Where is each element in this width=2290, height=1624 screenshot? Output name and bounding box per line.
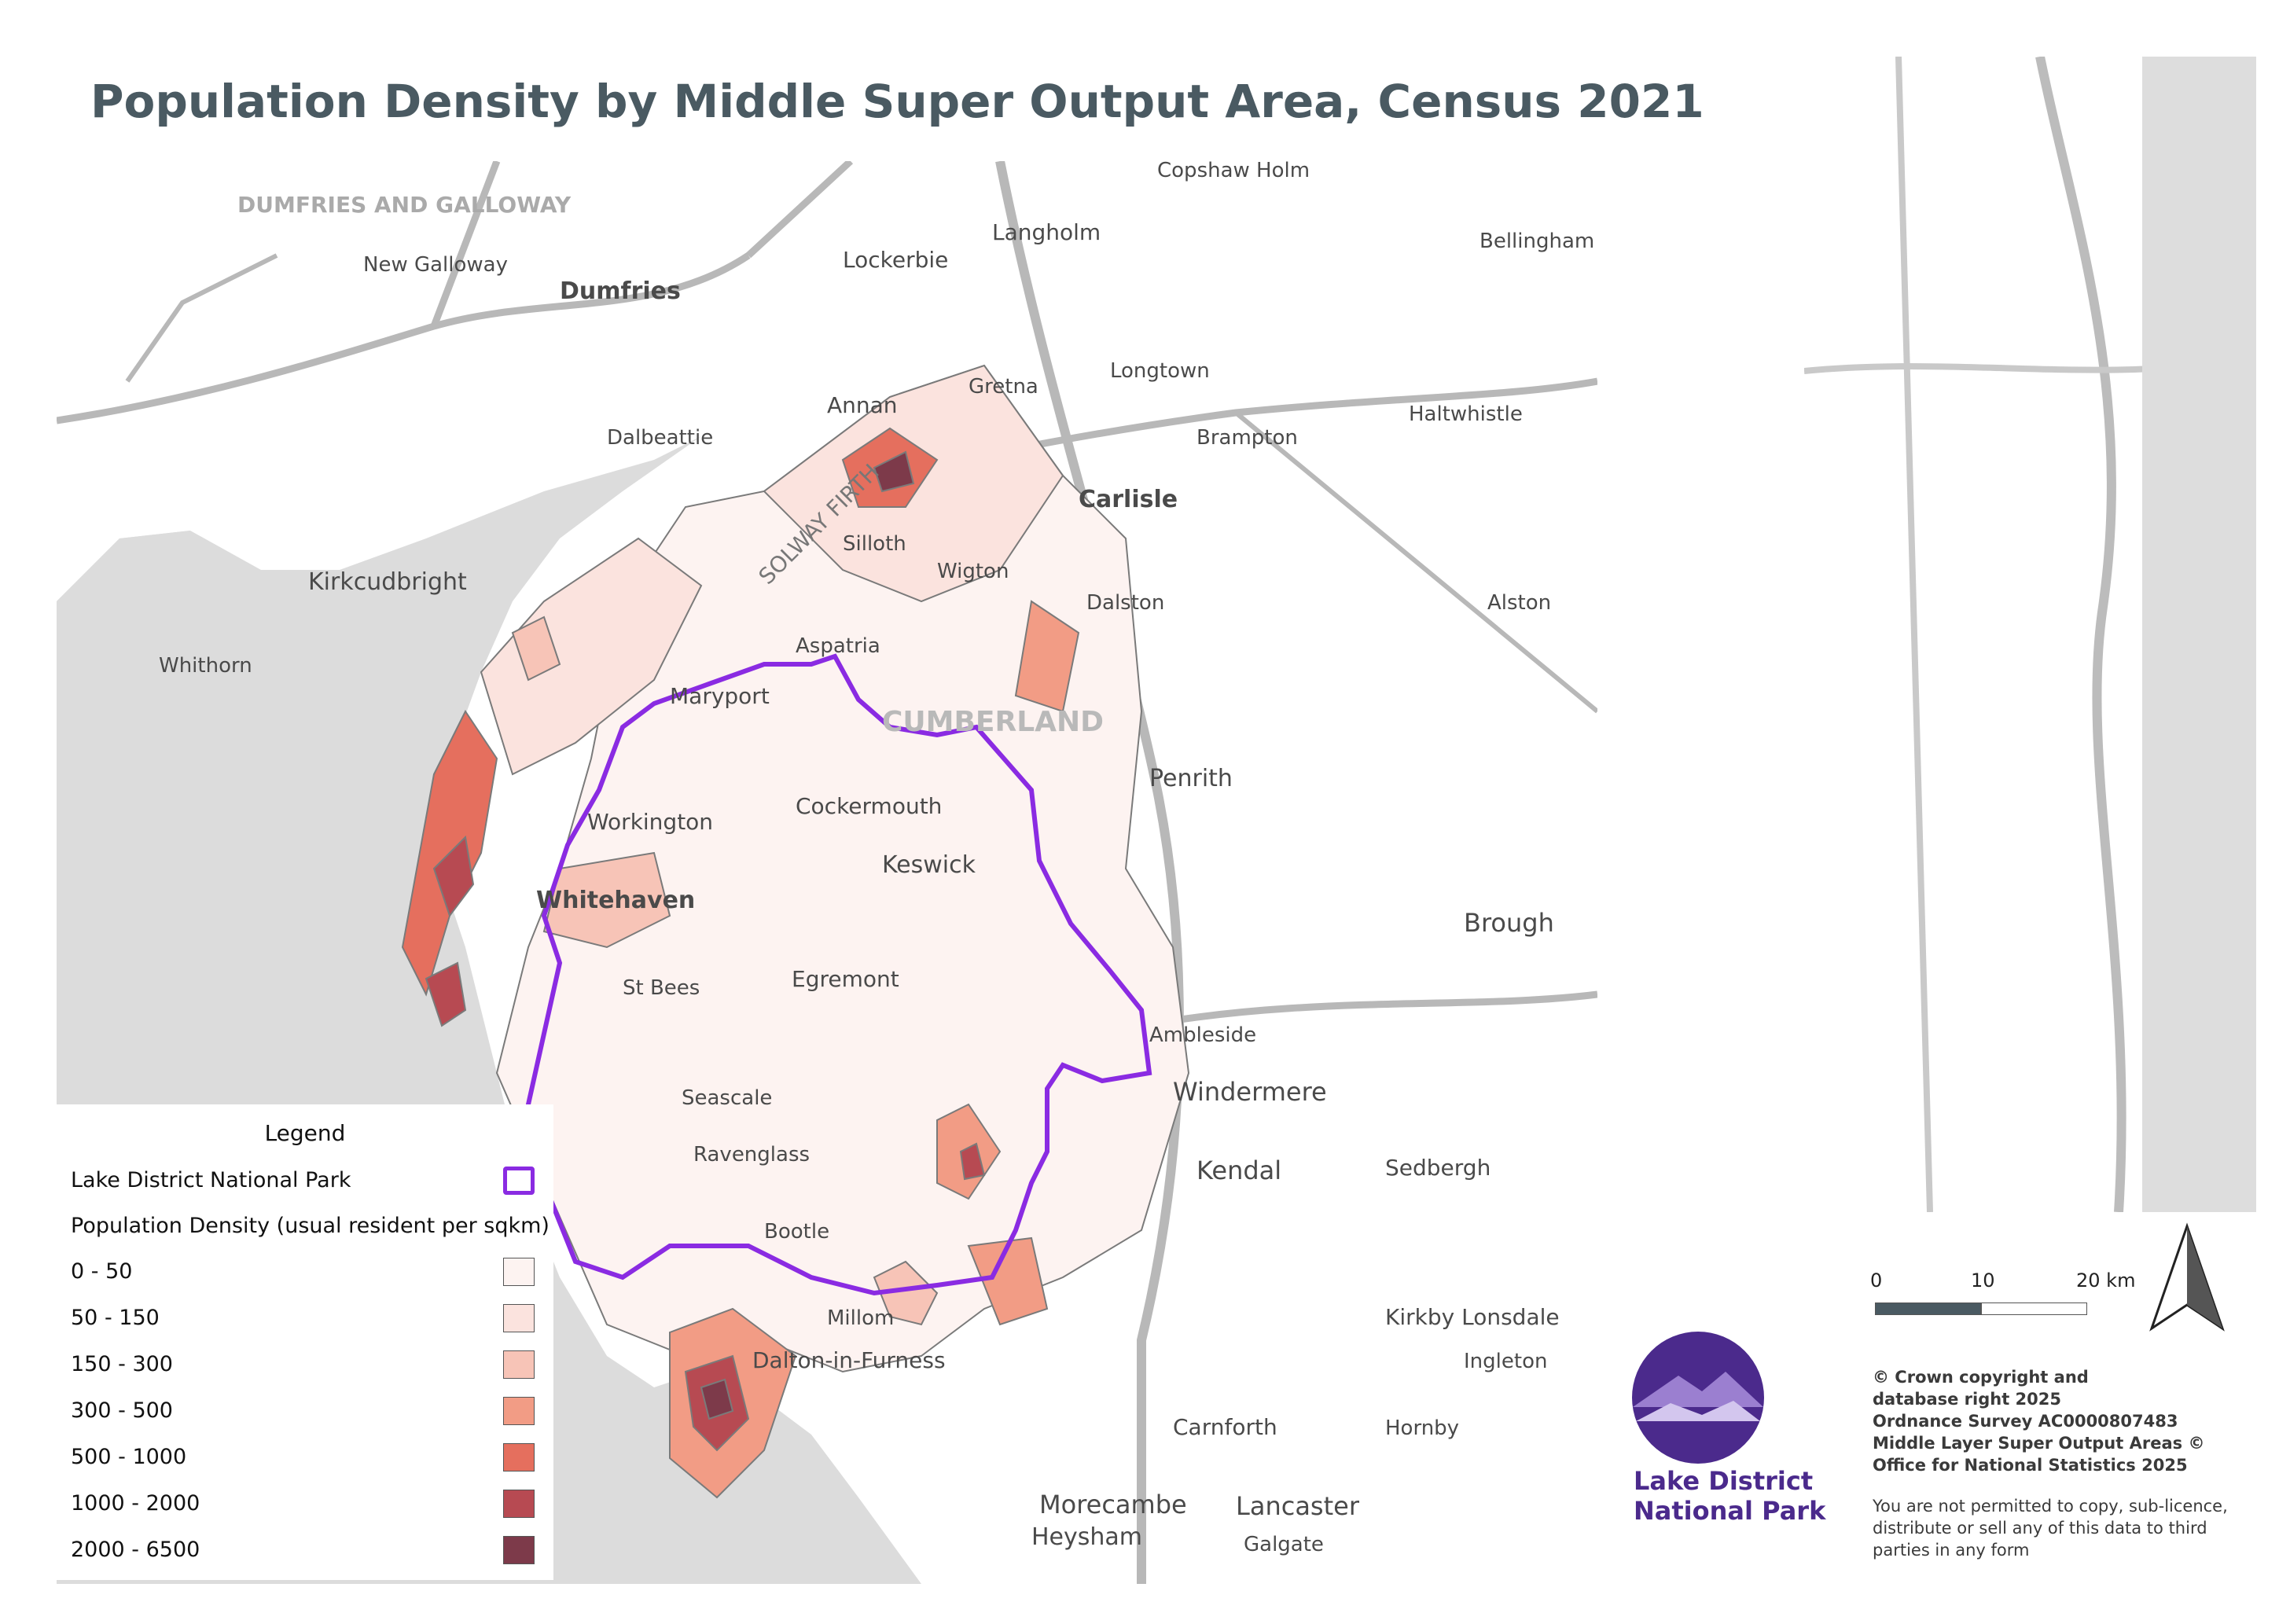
copyright-text: © Crown copyright and database right 202… [1873,1368,2205,1475]
legend-class-swatch [503,1397,535,1425]
lake-district-logo [1623,1328,1828,1533]
place-label-ingleton: Ingleton [1464,1350,1547,1373]
legend-class-swatch [503,1350,535,1379]
scale-tick-20: 20 km [2076,1269,2136,1291]
region-label-dumfries-galloway: DUMFRIES AND GALLOWAY [237,192,572,218]
place-label-dalston: Dalston [1086,591,1164,615]
place-label-brough: Brough [1464,908,1554,938]
north-arrow-icon [2144,1222,2230,1332]
place-label-new-galloway: New Galloway [363,253,508,277]
place-label-egremont: Egremont [792,966,899,992]
place-label-gretna: Gretna [969,375,1038,399]
place-label-annan: Annan [827,392,898,418]
place-label-kirkcudbright: Kirkcudbright [308,568,467,596]
place-label-langholm: Langholm [992,219,1101,245]
legend-class: 50 - 150 [71,1301,539,1336]
place-label-alston: Alston [1487,591,1551,615]
msoa-regions [401,364,1190,1499]
place-label-haltwhistle: Haltwhistle [1409,402,1523,426]
logo-line-2: National Park [1634,1496,1826,1526]
place-label-millom: Millom [827,1306,894,1330]
legend-class-swatch [503,1490,535,1518]
place-label-ravenglass: Ravenglass [693,1143,810,1167]
place-label-copshaw-holm: Copshaw Holm [1157,161,1310,182]
legend-class-swatch [503,1536,535,1564]
place-label-heysham: Heysham [1031,1523,1142,1551]
place-label-keswick: Keswick [882,851,976,879]
place-label-carlisle: Carlisle [1079,486,1178,513]
population-density-map: Dumfries DUMFRIES AND GALLOWAY New Gallo… [57,161,1597,1584]
place-label-ambleside: Ambleside [1149,1023,1256,1047]
legend-class-label: 2000 - 6500 [71,1538,200,1562]
place-label-penrith: Penrith [1149,765,1233,792]
scale-bar-segment-light [1981,1303,2087,1315]
logo-text: Lake District National Park [1634,1466,1825,1526]
logo-line-1: Lake District [1634,1466,1814,1496]
scale-tick-10: 10 [1971,1269,1995,1291]
place-label-hornby: Hornby [1385,1416,1459,1440]
place-label-sedbergh: Sedbergh [1385,1155,1491,1181]
legend-class: 2000 - 6500 [71,1533,539,1567]
place-label-st-bees: St Bees [623,976,700,1000]
legend-class-swatch [503,1304,535,1332]
legend-class: 150 - 300 [71,1347,539,1382]
place-label-lockerbie: Lockerbie [843,247,948,273]
legend-density-heading: Population Density (usual resident per s… [71,1214,550,1238]
place-label-lancaster: Lancaster [1236,1491,1360,1521]
legend-park-swatch [503,1167,535,1195]
legend-class: 500 - 1000 [71,1440,539,1475]
map-area[interactable]: Dumfries DUMFRIES AND GALLOWAY New Gallo… [57,161,1597,1584]
legend-density-heading-row: Population Density (usual resident per s… [71,1209,550,1244]
basemap-northeast [1804,57,2256,1212]
legend-class-swatch [503,1443,535,1472]
legend-class-label: 500 - 1000 [71,1445,187,1469]
usage-notice: You are not permitted to copy, sub-licen… [1873,1497,2228,1560]
region-label-pennines: T H E P E N N I [1590,844,1597,1144]
legend-park-label: Lake District National Park [71,1168,351,1192]
legend-item-park: Lake District National Park [71,1163,539,1198]
legend-heading: Legend [264,1120,346,1146]
legend-class-label: 300 - 500 [71,1398,173,1423]
place-label-bootle: Bootle [764,1220,829,1244]
legend-class-swatch [503,1258,535,1286]
legend-class-label: 0 - 50 [71,1259,133,1284]
place-label-galgate: Galgate [1244,1533,1324,1556]
scale-tick-0: 0 [1870,1269,1883,1291]
sea-shape [57,531,190,790]
place-label-windermere: Windermere [1173,1077,1327,1107]
legend-class: 0 - 50 [71,1255,539,1289]
legend-class: 1000 - 2000 [71,1486,539,1521]
scale-bar: 0 10 20 km [1870,1269,2142,1317]
place-label-dalbeattie: Dalbeattie [607,426,713,450]
place-label-kirkby-lonsdale: Kirkby Lonsdale [1385,1304,1560,1330]
place-label-brampton: Brampton [1196,426,1298,450]
place-label-morecambe: Morecambe [1039,1490,1187,1519]
place-label-wigton: Wigton [937,560,1009,583]
map-legend: Legend Lake District National Park Popul… [57,1104,553,1580]
legend-class: 300 - 500 [71,1394,539,1428]
scale-bar-segment-dark [1875,1303,1981,1315]
region-label-cumberland: CUMBERLAND [882,706,1104,738]
place-label-maryport: Maryport [670,683,770,709]
legend-class-label: 150 - 300 [71,1352,173,1376]
place-label-workington: Workington [587,809,713,835]
place-label-longtown: Longtown [1110,359,1210,383]
place-label-carnforth: Carnforth [1173,1414,1277,1440]
place-label-dalton: Dalton-in-Furness [752,1347,946,1373]
map-northeast-strip [1804,57,2256,1212]
place-label-aspatria: Aspatria [796,634,880,658]
place-label-silloth: Silloth [843,532,906,556]
map-title: Population Density by Middle Super Outpu… [90,75,1704,128]
place-label-kendal: Kendal [1196,1156,1281,1185]
legend-class-label: 1000 - 2000 [71,1491,200,1516]
place-label-dumfries: Dumfries [560,277,681,305]
place-label-seascale: Seascale [682,1086,772,1110]
place-label-bellingham: Bellingham [1479,230,1594,253]
place-label-whitehaven: Whitehaven [536,887,695,914]
legend-class-label: 50 - 150 [71,1306,160,1330]
place-label-whithorn: Whithorn [159,654,252,678]
place-label-cockermouth: Cockermouth [796,793,942,819]
national-park-boundary [525,653,1152,1296]
